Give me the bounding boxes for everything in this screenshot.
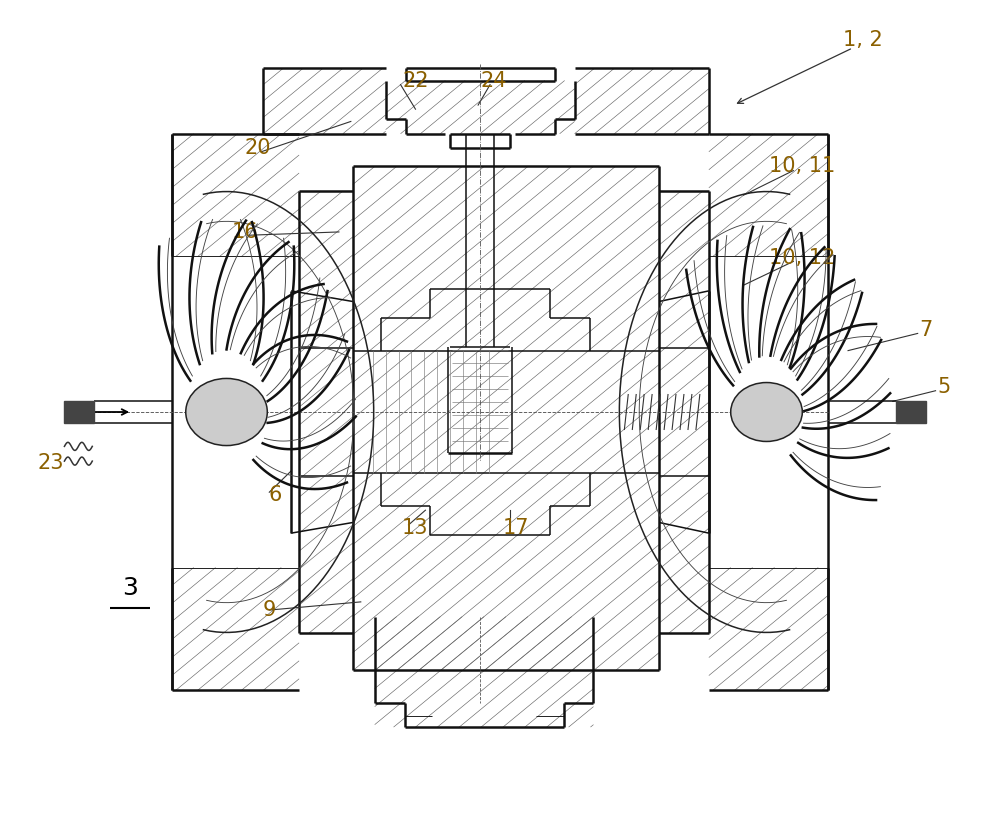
Ellipse shape <box>731 382 802 442</box>
Text: 3: 3 <box>122 576 138 600</box>
Bar <box>64 401 94 423</box>
Text: 5: 5 <box>937 377 950 397</box>
Text: 10, 11: 10, 11 <box>769 157 835 176</box>
Bar <box>896 401 926 423</box>
Text: 6: 6 <box>269 485 282 505</box>
Text: 1, 2: 1, 2 <box>843 30 883 49</box>
Text: 24: 24 <box>481 71 507 91</box>
Text: 9: 9 <box>263 600 276 620</box>
Text: 22: 22 <box>402 71 429 91</box>
Text: 16: 16 <box>232 222 259 242</box>
Text: 7: 7 <box>919 321 932 340</box>
Text: 20: 20 <box>244 138 271 158</box>
Text: 13: 13 <box>401 518 428 538</box>
Text: 17: 17 <box>503 518 529 538</box>
Text: 10, 12: 10, 12 <box>769 248 835 268</box>
Ellipse shape <box>186 378 267 446</box>
Text: 23: 23 <box>37 452 64 473</box>
